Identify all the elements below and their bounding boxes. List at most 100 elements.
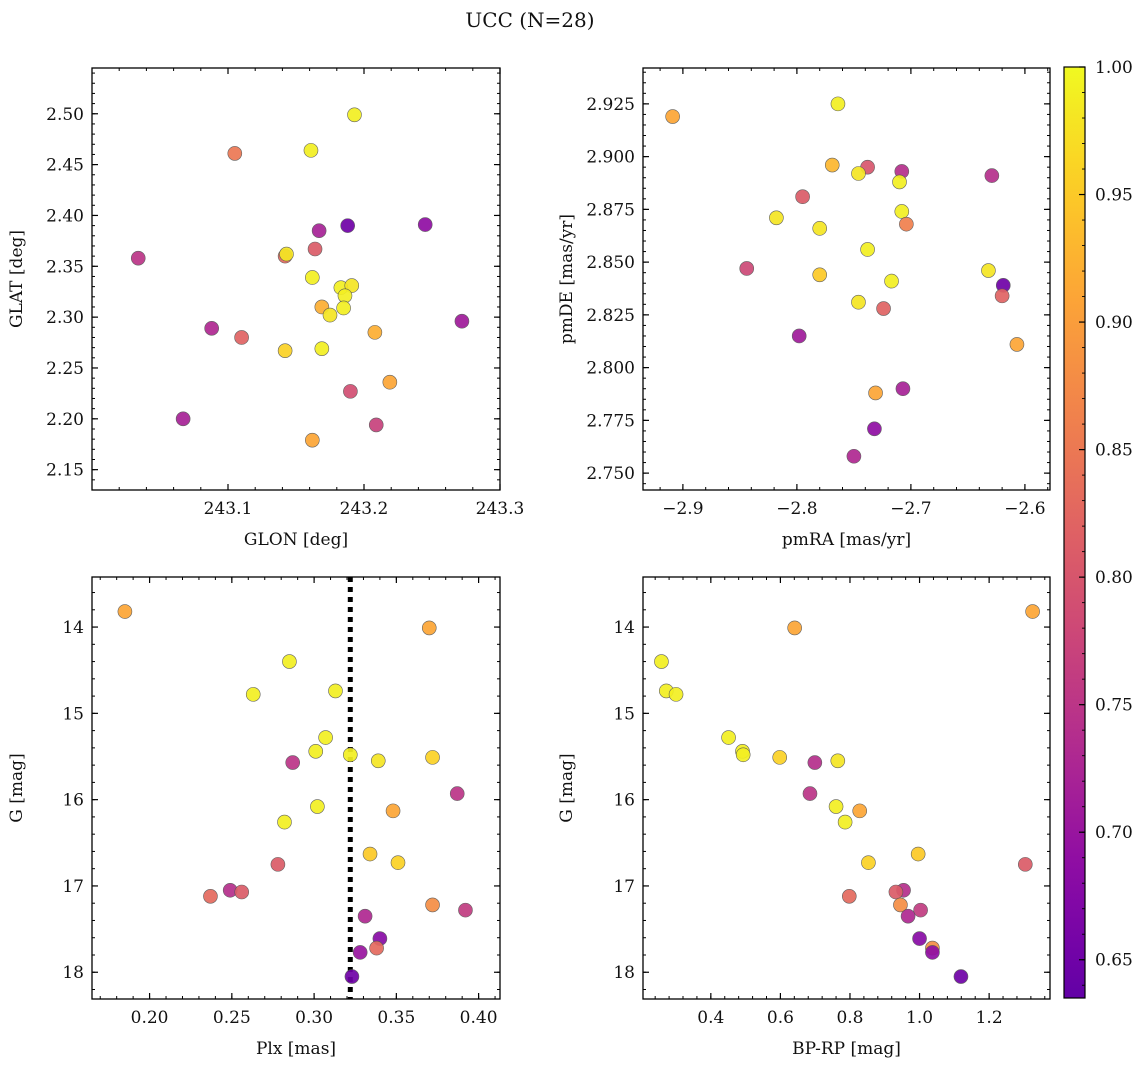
scatter-point	[449, 786, 465, 801]
scatter-point	[984, 168, 1000, 183]
x-tick-label: −2.7	[890, 499, 931, 519]
scatter-point	[245, 687, 261, 702]
panel-1: 243.1 243.2 243.3 2.15 2.20 2.25 2.30 2.35 2.40 2…	[7, 67, 525, 550]
minor-ticks	[92, 577, 500, 999]
y-tick-label: 2.30	[46, 308, 84, 328]
y-tick-label: 2.25	[46, 359, 84, 379]
scatter-point	[665, 109, 680, 124]
scatter-point	[893, 897, 908, 913]
y-tick-label: 2.750	[586, 464, 635, 484]
scatter-point	[828, 799, 844, 814]
y-tick-label: 2.20	[46, 410, 84, 430]
scatter-point	[277, 814, 292, 830]
colorbar-tick-label: 0.95	[1095, 186, 1133, 206]
scatter-point	[802, 786, 818, 801]
colorbar-tick-label: 1.00	[1095, 58, 1133, 78]
scatter-point	[367, 325, 383, 340]
scatter-point	[913, 902, 928, 918]
scatter-point	[895, 381, 911, 397]
scatter-point	[362, 846, 378, 862]
y-tick-label: 17	[613, 877, 635, 897]
y-axis-label: pmDE [mas/yr]	[557, 214, 577, 344]
x-tick-label: −2.9	[662, 499, 703, 519]
y-axis-label: G [mag]	[7, 753, 27, 822]
scatter-point	[421, 620, 437, 636]
scatter-point	[1025, 604, 1040, 619]
scatter-point	[1018, 857, 1033, 872]
scatter-point	[994, 288, 1010, 304]
axes-frame	[91, 576, 501, 1000]
scatter-point	[340, 218, 355, 233]
scatter-point	[322, 307, 338, 323]
scatter-points	[654, 604, 1040, 984]
colorbar-tick-label: 0.85	[1095, 441, 1133, 461]
y-tick-label: 2.850	[586, 253, 635, 273]
y-tick-label: 18	[62, 963, 84, 983]
y-tick-label: 14	[62, 618, 84, 638]
y-axis-label: G [mag]	[557, 753, 577, 822]
y-tick-label: 2.825	[586, 306, 635, 326]
scatter-point	[305, 432, 320, 448]
x-tick-label: 0.35	[377, 1008, 415, 1028]
panel-2: −2.9 −2.8 −2.7 −2.6 2.750 2.775 2.800 2.825 2.85…	[557, 67, 1051, 550]
scatter-point	[311, 223, 327, 238]
scatter-point	[347, 107, 362, 123]
scatter-point	[981, 263, 996, 278]
axes-frame	[642, 576, 1051, 1000]
scatter-point	[795, 189, 810, 205]
scatter-point	[830, 96, 846, 112]
x-axis-label: pmRA [mas/yr]	[782, 530, 911, 550]
scatter-point	[204, 321, 219, 336]
scatter-point	[279, 246, 294, 262]
y-axis-label: GLAT [deg]	[7, 230, 27, 328]
minor-ticks	[92, 68, 501, 491]
scatter-point	[807, 755, 823, 770]
x-tick-label: 0.30	[295, 1008, 333, 1028]
scatter-point	[846, 448, 862, 464]
scatter-point	[824, 157, 840, 173]
scatter-point	[900, 908, 916, 924]
scatter-point	[234, 884, 250, 900]
scatter-point	[328, 683, 343, 699]
scatter-point	[357, 908, 373, 924]
scatter-point	[851, 294, 866, 310]
x-tick-label: 0.6	[767, 1008, 794, 1028]
scatter-point	[203, 889, 218, 904]
y-tick-label: 2.925	[586, 95, 635, 115]
scatter-point	[368, 417, 384, 433]
y-tick-label: 18	[613, 963, 635, 983]
x-tick-label: 243.1	[204, 499, 253, 519]
scatter-point	[787, 620, 802, 636]
x-tick-label: 243.3	[476, 499, 525, 519]
scatter-point	[668, 687, 684, 702]
colorbar: 0.65 0.70 0.75 0.80 0.85 0.90 0.95 1.00	[1063, 58, 1133, 999]
x-tick-label: −2.6	[1004, 499, 1045, 519]
x-tick-label: 243.2	[340, 499, 389, 519]
scatter-point	[308, 744, 324, 759]
scatter-point	[912, 931, 927, 946]
scatter-point	[382, 374, 398, 390]
colorbar-tick-label: 0.65	[1095, 951, 1133, 971]
scatter-point	[925, 945, 940, 960]
x-tick-label: −2.8	[776, 499, 817, 519]
scatter-point	[791, 328, 807, 344]
scatter-point	[735, 747, 751, 763]
x-tick-label: 1.2	[976, 1008, 1003, 1028]
axes-frame	[91, 67, 501, 491]
panel-4: 0.4 0.6 0.8 1.0 1.2 14 15 16 17 18 BP-RP [mag] G [m…	[557, 576, 1051, 1059]
scatter-points	[665, 96, 1025, 464]
panels: 243.1 243.2 243.3 2.15 2.20 2.25 2.30 2.35 2.40 2…	[7, 67, 1051, 1059]
minor-ticks	[643, 68, 1050, 490]
scatter-point	[876, 301, 891, 316]
x-tick-label: 1.0	[906, 1008, 933, 1028]
scatter-point	[285, 755, 301, 770]
scatter-point	[458, 902, 473, 918]
scatter-point	[352, 945, 368, 960]
y-tick-label: 16	[613, 791, 635, 811]
scatter-point	[277, 343, 293, 358]
scatter-point	[867, 421, 882, 437]
scatter-point	[390, 855, 406, 870]
y-tick-label: 2.775	[586, 411, 635, 431]
scatter-point	[910, 846, 926, 862]
scatter-point	[307, 241, 323, 257]
